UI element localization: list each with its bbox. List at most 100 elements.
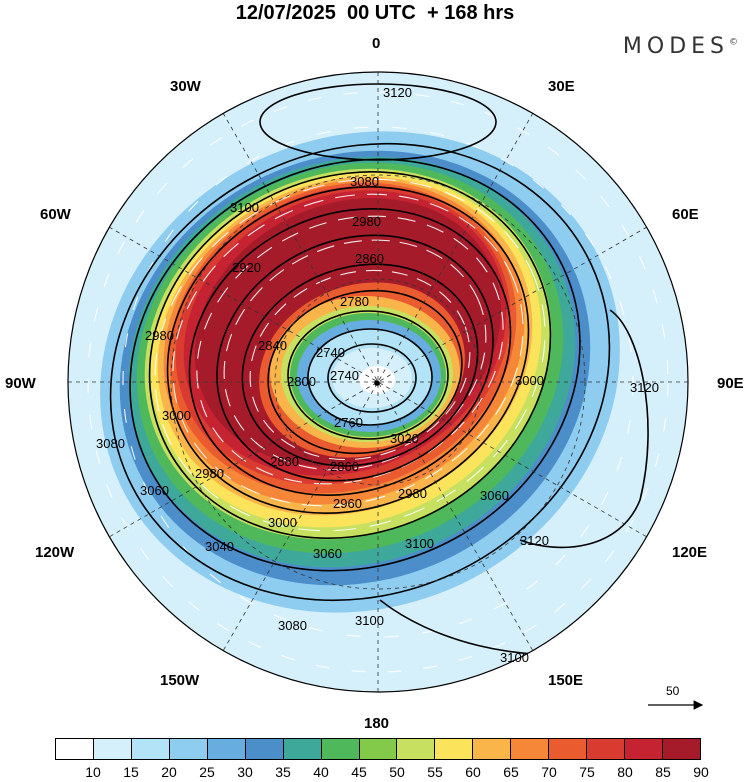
contour-2860	[241, 263, 479, 467]
contour-label-2840: 2840	[258, 338, 287, 353]
colorbar-cell	[397, 739, 436, 759]
colorbar-tick-label: 35	[275, 764, 291, 780]
colorbar-tick-label: 15	[123, 764, 139, 780]
colorbar-tick-label: 75	[579, 764, 595, 780]
contour-2980	[166, 186, 530, 514]
vector-ring-outer-2	[122, 126, 634, 638]
colorbar-cell	[245, 739, 284, 759]
contour-label-2880: 2880	[270, 454, 299, 469]
contour-label-3060-right: 3060	[480, 488, 509, 503]
height-contours	[109, 83, 649, 656]
contour-label-2920: 2920	[232, 260, 261, 275]
contour-label-3100-south: 3100	[355, 613, 384, 628]
contour-label-2740-b: 2740	[330, 368, 359, 383]
contour-3060	[129, 158, 581, 572]
contour-label-3120-east: 3120	[630, 380, 659, 395]
contour-2760	[307, 328, 433, 426]
lon-label-120w: 120W	[35, 544, 75, 561]
contour-label-2980-right: 2980	[398, 486, 427, 501]
vector-ring-4	[223, 239, 487, 471]
colorbar-tick-label: 25	[199, 764, 215, 780]
vector-ring-2	[172, 193, 524, 507]
contour-2740	[327, 343, 417, 413]
contour-label-3000-right: 3000	[515, 373, 544, 388]
colorbar-cell	[169, 739, 208, 759]
parallel-50s	[170, 174, 586, 590]
contour-label-2960: 2960	[333, 496, 362, 511]
colorbar-tick-label: 85	[655, 764, 671, 780]
contour-label-3080-bottom: 3080	[278, 618, 307, 633]
contour-2780	[287, 310, 449, 440]
vector-ring-5	[249, 269, 471, 461]
colorbar-tick-label: 50	[389, 764, 405, 780]
contour-label-3100-top: 3100	[230, 200, 259, 215]
south-pole-marker	[374, 380, 380, 386]
contour-label-2760: 2760	[334, 415, 363, 430]
lon-label-0: 0	[372, 35, 381, 52]
contour-label-3020: 3020	[390, 431, 419, 446]
contour-label-3120-bottom: 3120	[520, 533, 549, 548]
contour-label-2860-top: 2860	[355, 251, 384, 266]
colorbar-tick-label: 55	[427, 764, 443, 780]
vector-ring-1	[154, 178, 546, 532]
contour-label-2980-bottom: 2980	[195, 466, 224, 481]
copyright-mark: ©	[729, 37, 738, 48]
colorbar-tick-label: 40	[313, 764, 329, 780]
contour-labels: 3120 3080 3100 2980 2860 2920 2780 2840 …	[96, 85, 659, 665]
colorbar-tick-label: 45	[351, 764, 367, 780]
lon-label-150w: 150W	[160, 672, 200, 689]
contour-label-3080-top: 3080	[350, 174, 379, 189]
lon-label-150e: 150E	[548, 672, 584, 689]
colorbar-cell	[435, 739, 474, 759]
lon-label-30w: 30W	[170, 78, 201, 95]
colorbar-tick-label: 65	[503, 764, 519, 780]
contour-label-3100-southeast: 3100	[500, 650, 529, 665]
colorbar-tick-label: 20	[161, 764, 177, 780]
contour-3100	[109, 142, 611, 602]
modes-logo: MODES©	[623, 34, 738, 59]
contour-label-3000-bottom: 3000	[268, 515, 297, 530]
colorbar-cell	[321, 739, 360, 759]
brand-name: MODES	[622, 34, 729, 59]
contour-3020	[148, 171, 552, 539]
colorbar-cell	[473, 739, 512, 759]
colorbar-cell	[587, 739, 626, 759]
map-boundary	[67, 71, 689, 693]
contour-2900	[216, 234, 494, 482]
colorbar-cell	[93, 739, 132, 759]
contour-label-2860-bottom: 2860	[330, 459, 359, 474]
contour-2820	[267, 289, 463, 455]
colorbar-tick-label: 80	[617, 764, 633, 780]
contour-label-2780: 2780	[340, 294, 369, 309]
colorbar-tick-label: 10	[85, 764, 101, 780]
wind-reference-label: 50	[666, 684, 680, 698]
colorbar-cell	[283, 739, 322, 759]
colorbar-cell	[663, 739, 700, 759]
colorbar-tick-label: 90	[693, 764, 709, 780]
lon-label-60w: 60W	[40, 206, 71, 223]
contour-2940	[188, 208, 512, 496]
colorbar-cell	[625, 739, 663, 759]
lon-label-30e: 30E	[548, 78, 575, 95]
contour-3120-east	[519, 309, 649, 549]
contour-label-3060-left: 3060	[140, 483, 169, 498]
lon-label-60e: 60E	[672, 206, 699, 223]
contour-label-3120-north: 3120	[383, 85, 412, 100]
graticule	[68, 72, 688, 692]
band-inner-10	[359, 366, 395, 394]
colorbar-tick-label: 30	[237, 764, 253, 780]
contour-label-2980-top: 2980	[352, 214, 381, 229]
lon-label-180: 180	[364, 715, 390, 732]
colorbar-cell	[511, 739, 550, 759]
colorbar-cell	[549, 739, 588, 759]
lon-label-90w: 90W	[5, 375, 36, 392]
contour-label-2980-left: 2980	[145, 328, 174, 343]
colorbar-cell	[56, 739, 94, 759]
contour-label-2740: 2740	[316, 345, 345, 360]
colorbar-cell	[207, 739, 246, 759]
contour-label-3060-bottom: 3060	[313, 546, 342, 561]
parallel-70s	[274, 278, 482, 486]
colorbar-cell	[359, 739, 398, 759]
colorbar-cell	[131, 739, 170, 759]
